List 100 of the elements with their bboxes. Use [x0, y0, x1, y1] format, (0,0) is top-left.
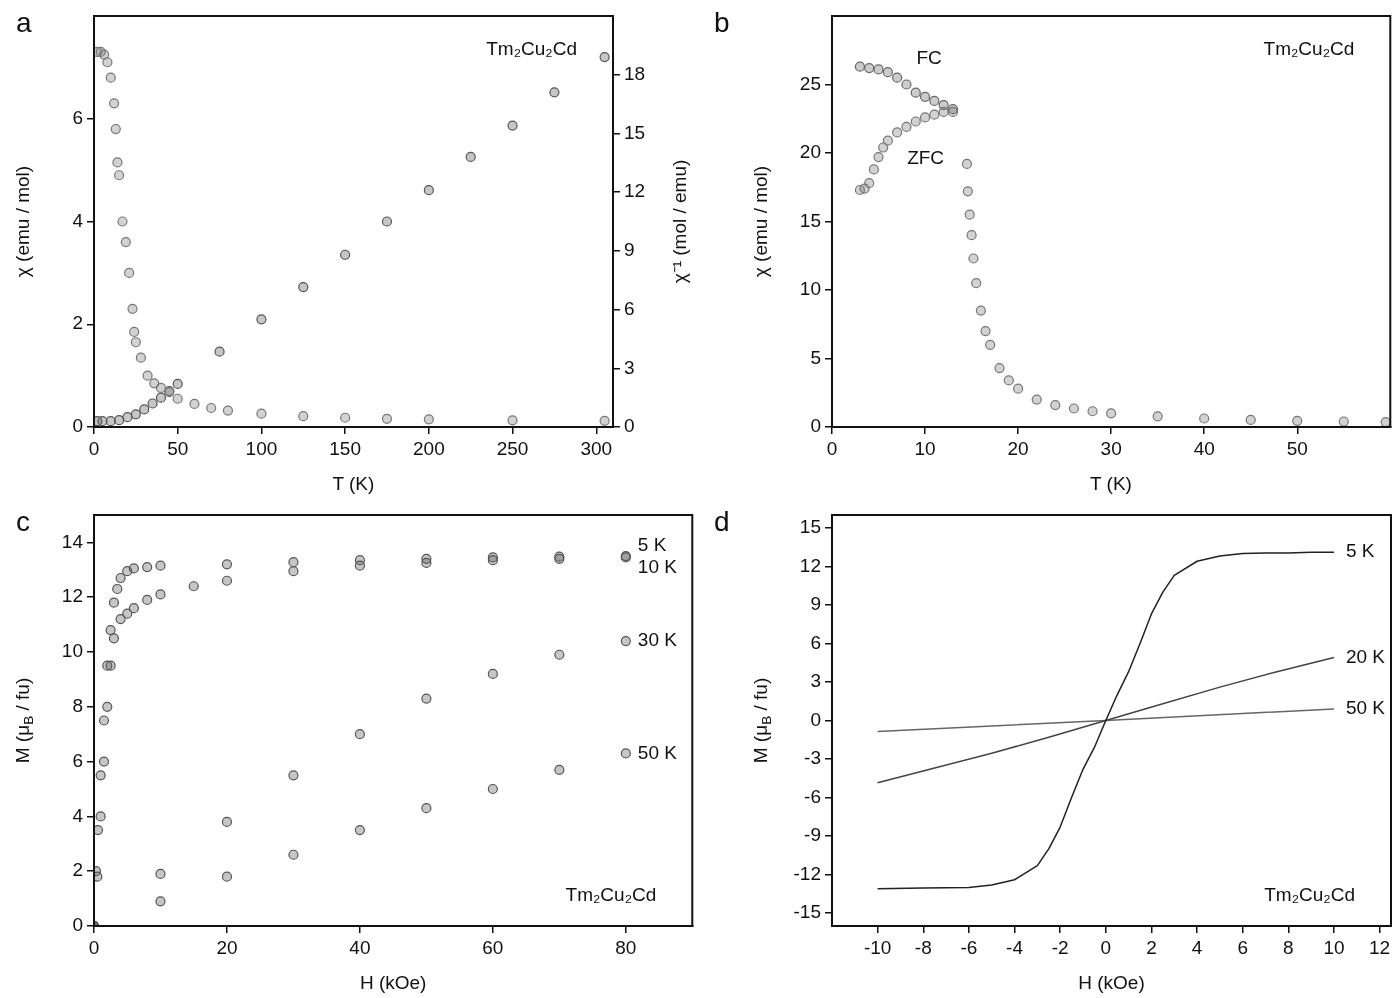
point — [206, 402, 217, 414]
point — [549, 87, 560, 98]
point — [507, 415, 518, 426]
y-tick-label: -9 — [804, 824, 821, 846]
point — [97, 416, 108, 427]
point — [620, 748, 631, 759]
point — [129, 326, 140, 338]
x-tick-label: 80 — [615, 936, 637, 958]
point — [354, 825, 366, 836]
x-tick-label: -6 — [960, 936, 978, 958]
point — [94, 825, 104, 836]
point — [288, 849, 299, 860]
point — [256, 408, 267, 419]
point — [340, 249, 351, 260]
point — [599, 52, 610, 63]
x-tick-label: 4 — [1191, 936, 1203, 958]
point — [288, 566, 299, 577]
point — [354, 555, 366, 566]
x-tick-label: 6 — [1237, 936, 1248, 958]
y-tick-label: 25 — [799, 72, 821, 94]
point — [882, 135, 893, 146]
point — [962, 186, 973, 197]
point — [155, 589, 166, 600]
point — [421, 693, 432, 704]
point — [128, 603, 139, 614]
x-tick-label: 12 — [1369, 936, 1391, 958]
point — [98, 756, 110, 767]
series-label: 5 K — [1345, 540, 1375, 562]
point — [122, 608, 133, 619]
point — [114, 170, 125, 181]
point — [919, 112, 931, 123]
point — [112, 157, 123, 168]
point — [172, 393, 183, 404]
series-label: FC — [916, 46, 942, 68]
point — [1003, 375, 1014, 386]
point — [980, 326, 991, 337]
point — [381, 216, 393, 227]
point — [964, 209, 975, 220]
point — [98, 49, 110, 60]
point — [155, 560, 166, 571]
point — [188, 581, 199, 592]
point — [155, 382, 167, 394]
y-tick-label: 5 — [810, 346, 821, 368]
y-tick-label: 4 — [72, 804, 84, 826]
point — [421, 803, 432, 814]
y-tick-label: 2 — [72, 312, 83, 334]
point — [985, 339, 996, 350]
x-axis-title: H (kOe) — [1078, 972, 1145, 994]
point — [147, 398, 158, 409]
point — [938, 99, 949, 111]
x-axis-title: H (kOe) — [359, 972, 427, 994]
x-tick-label: 100 — [245, 437, 278, 459]
point — [298, 411, 309, 422]
point — [892, 127, 903, 138]
point — [1050, 399, 1061, 411]
point — [189, 398, 200, 409]
point — [135, 352, 146, 363]
y2-tick-label: 12 — [624, 180, 646, 202]
y2-tick-label: 9 — [624, 239, 635, 261]
point — [95, 811, 106, 822]
x-axis-title: T (K) — [332, 473, 375, 495]
point — [1292, 415, 1303, 426]
point — [115, 572, 126, 584]
point — [155, 868, 166, 880]
point — [288, 557, 299, 568]
y-tick-label: 6 — [810, 631, 821, 653]
point — [975, 305, 986, 316]
y-tick-label: 8 — [72, 695, 83, 717]
point — [1068, 403, 1080, 414]
point — [421, 553, 432, 564]
point — [102, 701, 113, 712]
x-tick-label: 0 — [88, 936, 100, 958]
x-tick-label: 0 — [826, 437, 838, 459]
point — [994, 362, 1005, 374]
y-tick-label: 12 — [799, 554, 821, 576]
y-tick-label: 15 — [799, 209, 821, 231]
point — [864, 62, 875, 74]
annotation: Tm₂Cu₂Cd — [486, 38, 578, 60]
point — [108, 633, 120, 644]
x-tick-label: 50 — [167, 437, 189, 459]
x-tick-label: 150 — [329, 437, 361, 459]
point — [971, 278, 982, 289]
point — [105, 624, 116, 636]
point — [1087, 406, 1098, 417]
point — [465, 151, 476, 163]
y-tick-label: 0 — [72, 914, 83, 936]
x-tick-label: 40 — [1193, 437, 1215, 459]
chart-title: d — [714, 505, 730, 537]
point — [892, 72, 903, 83]
y-tick-label: 4 — [72, 209, 84, 231]
point — [910, 116, 921, 127]
y-tick-label: 0 — [810, 415, 821, 437]
point — [882, 67, 893, 78]
point — [901, 121, 912, 133]
point — [155, 896, 166, 907]
y-tick-label: 10 — [799, 278, 821, 300]
x-tick-label: 2 — [1146, 936, 1157, 958]
series-label: 30 K — [637, 629, 678, 651]
x-tick-label: -8 — [914, 936, 932, 958]
point — [354, 729, 366, 740]
